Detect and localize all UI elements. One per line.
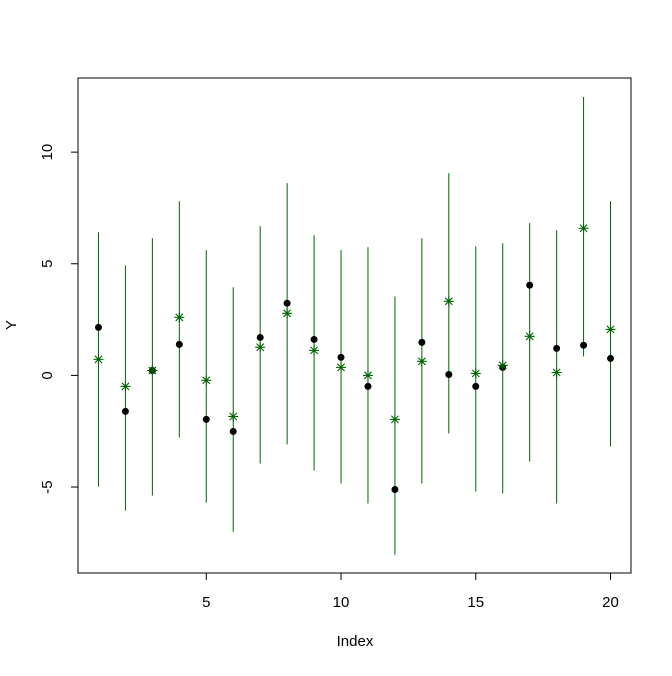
- x-tick-label: 10: [333, 594, 350, 611]
- asterisk-stroke: [444, 297, 453, 306]
- point: [229, 427, 237, 435]
- asterisk-stroke: [471, 369, 480, 378]
- asterisk-point: [389, 414, 400, 425]
- x-tick-label: 20: [602, 594, 619, 611]
- point: [256, 333, 264, 341]
- asterisk-stroke: [498, 361, 507, 370]
- x-tick-label: 5: [202, 594, 210, 611]
- point: [310, 335, 318, 343]
- asterisk-stroke: [256, 343, 265, 352]
- asterisk-stroke: [229, 412, 238, 421]
- asterisk-point: [255, 342, 266, 353]
- point: [337, 353, 345, 361]
- y-tick-label: 10: [39, 144, 56, 161]
- point: [94, 323, 102, 331]
- point: [202, 415, 210, 423]
- x-axis-label: Index: [337, 633, 374, 650]
- asterisk-stroke: [175, 313, 184, 322]
- asterisk-stroke: [525, 332, 534, 341]
- asterisk-point: [174, 312, 185, 323]
- point: [553, 344, 561, 352]
- x-tick-label: 15: [467, 594, 484, 611]
- point: [121, 407, 129, 415]
- asterisk-point: [524, 331, 535, 342]
- asterisk-stroke: [283, 309, 292, 318]
- asterisk-stroke: [390, 415, 399, 424]
- asterisk-point: [336, 362, 347, 373]
- point: [607, 354, 615, 362]
- point: [283, 299, 291, 307]
- asterisk-stroke: [552, 368, 561, 377]
- asterisk-point: [497, 360, 508, 371]
- asterisk-stroke: [148, 366, 157, 375]
- point: [445, 371, 453, 379]
- asterisk-stroke: [606, 325, 615, 334]
- asterisk-stroke: [202, 376, 211, 385]
- asterisk-point: [93, 354, 104, 365]
- asterisk-stroke: [121, 382, 130, 391]
- asterisk-point: [605, 324, 616, 335]
- asterisk-point: [120, 381, 131, 392]
- point: [526, 281, 534, 289]
- point: [580, 341, 588, 349]
- point: [364, 382, 372, 390]
- point: [391, 485, 399, 493]
- asterisk-stroke: [363, 371, 372, 380]
- asterisk-stroke: [94, 355, 103, 364]
- asterisk-point: [282, 308, 293, 319]
- point: [472, 382, 480, 390]
- asterisk-stroke: [579, 224, 588, 233]
- asterisk-point: [147, 365, 158, 376]
- asterisk-stroke: [417, 357, 426, 366]
- asterisk-stroke: [337, 363, 346, 372]
- y-axis-label: Y: [3, 320, 20, 330]
- y-tick-label: -5: [39, 480, 56, 493]
- y-tick-label: 0: [39, 371, 56, 379]
- asterisk-stroke: [310, 346, 319, 355]
- point: [418, 338, 426, 346]
- asterisk-point: [470, 368, 481, 379]
- point: [175, 340, 183, 348]
- plot-box: [77, 77, 632, 574]
- asterisk-point: [443, 296, 454, 307]
- y-tick-label: 5: [39, 260, 56, 268]
- asterisk-point: [201, 375, 212, 386]
- asterisk-point: [362, 370, 373, 381]
- asterisk-point: [578, 223, 589, 234]
- asterisk-point: [551, 367, 562, 378]
- asterisk-point: [416, 356, 427, 367]
- asterisk-point: [228, 411, 239, 422]
- asterisk-point: [309, 345, 320, 356]
